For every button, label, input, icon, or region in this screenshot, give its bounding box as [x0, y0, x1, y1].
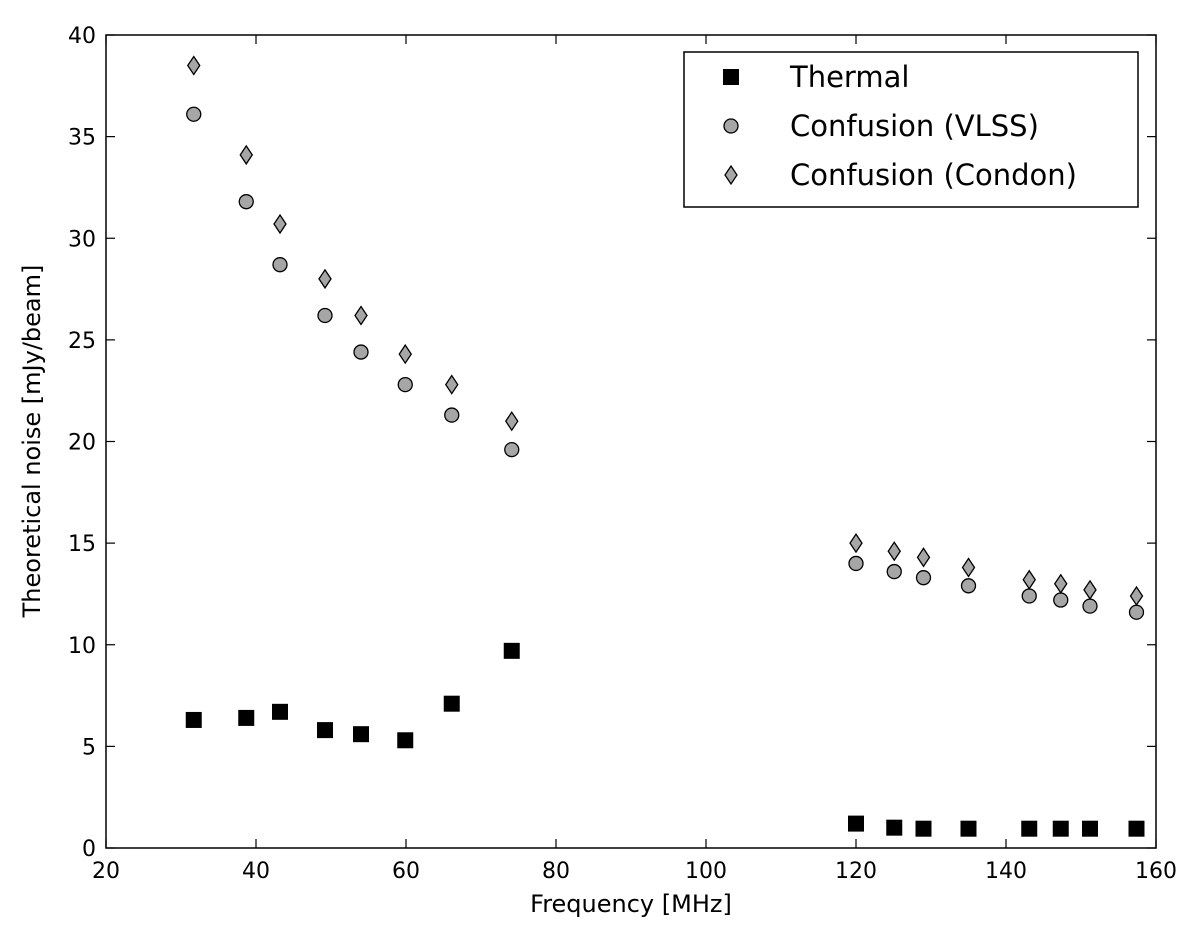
x-tick-label: 40 [242, 859, 270, 884]
y-tick-label: 15 [68, 532, 96, 557]
point-confusion-vlss [238, 194, 254, 210]
data-marks [185, 55, 1145, 837]
point-confusion-condon [354, 305, 368, 326]
point-confusion-vlss [848, 555, 864, 572]
legend-marker-confusion-vlss [723, 118, 739, 134]
point-confusion-vlss [960, 578, 977, 594]
legend-frame [683, 51, 1139, 208]
point-confusion-vlss [915, 570, 932, 586]
legend-label-confusion-condon: Confusion (Condon) [790, 158, 1077, 192]
point-confusion-condon [273, 213, 287, 235]
point-thermal [353, 726, 369, 743]
x-tick-label: 140 [985, 859, 1027, 884]
legend-marker-confusion-condon [724, 164, 738, 186]
y-tick-label: 5 [82, 735, 96, 760]
point-thermal [503, 642, 520, 659]
point-confusion-condon [444, 374, 459, 395]
y-tick-label: 40 [68, 24, 96, 49]
x-tick-label: 60 [392, 859, 420, 884]
point-confusion-condon [1129, 585, 1144, 607]
point-confusion-condon [398, 343, 413, 365]
point-thermal [1082, 820, 1098, 837]
point-confusion-vlss [1082, 598, 1098, 614]
point-thermal [886, 819, 903, 836]
point-thermal [185, 711, 202, 728]
tick-labels: 20 40 60 80 100 120 140 160 0 5 10 15 20 25 30 35 40 [68, 24, 1177, 884]
point-thermal [1128, 820, 1145, 837]
point-confusion-condon [961, 557, 976, 578]
point-confusion-condon [186, 55, 201, 76]
y-tick-label: 10 [68, 634, 96, 659]
point-thermal [443, 695, 460, 712]
y-tick-label: 0 [82, 837, 96, 862]
point-thermal [238, 709, 255, 726]
point-confusion-vlss [1128, 604, 1145, 620]
y-tick-label: 30 [68, 227, 96, 252]
point-confusion-condon [916, 547, 931, 568]
point-confusion-condon [1083, 579, 1097, 601]
point-confusion-condon [887, 541, 902, 562]
y-tick-label: 20 [68, 431, 96, 456]
point-confusion-condon [1022, 569, 1037, 590]
point-confusion-vlss [504, 441, 520, 458]
point-confusion-vlss [1053, 592, 1069, 608]
point-confusion-vlss [272, 257, 288, 273]
legend-label-thermal: Thermal [789, 60, 909, 94]
point-confusion-vlss [1021, 588, 1037, 604]
y-tick-label: 35 [68, 126, 96, 151]
point-thermal [848, 815, 864, 832]
point-confusion-vlss [397, 376, 413, 393]
point-thermal [1021, 820, 1038, 837]
point-thermal [915, 820, 932, 837]
point-confusion-vlss [353, 344, 369, 360]
legend: Thermal Confusion (VLSS) Confusion (Condon… [683, 51, 1139, 208]
point-confusion-vlss [186, 106, 202, 122]
point-confusion-vlss [886, 563, 902, 580]
point-confusion-condon [849, 532, 863, 554]
plot-frame [105, 34, 1157, 849]
x-tick-label: 80 [542, 859, 570, 884]
x-tick-label: 20 [92, 859, 120, 884]
y-tick-label: 25 [68, 329, 96, 354]
point-confusion-condon [1053, 573, 1068, 594]
x-axis-label: Frequency [MHz] [530, 890, 732, 918]
y-axis-label: Theoretical noise [mJy/beam] [18, 265, 46, 619]
legend-marker-thermal [723, 69, 739, 85]
x-tick-label: 120 [835, 859, 877, 884]
point-confusion-vlss [317, 307, 333, 324]
x-tick-label: 160 [1135, 859, 1177, 884]
point-thermal [272, 703, 288, 720]
point-thermal [317, 722, 333, 739]
point-thermal [1052, 820, 1069, 837]
point-thermal [960, 820, 977, 837]
point-confusion-condon [239, 144, 254, 166]
point-confusion-vlss [444, 407, 460, 423]
point-confusion-condon [318, 268, 332, 290]
x-tick-label: 100 [685, 859, 727, 884]
point-thermal [397, 732, 414, 749]
legend-label-confusion-vlss: Confusion (VLSS) [790, 109, 1039, 143]
point-confusion-condon [504, 411, 519, 432]
